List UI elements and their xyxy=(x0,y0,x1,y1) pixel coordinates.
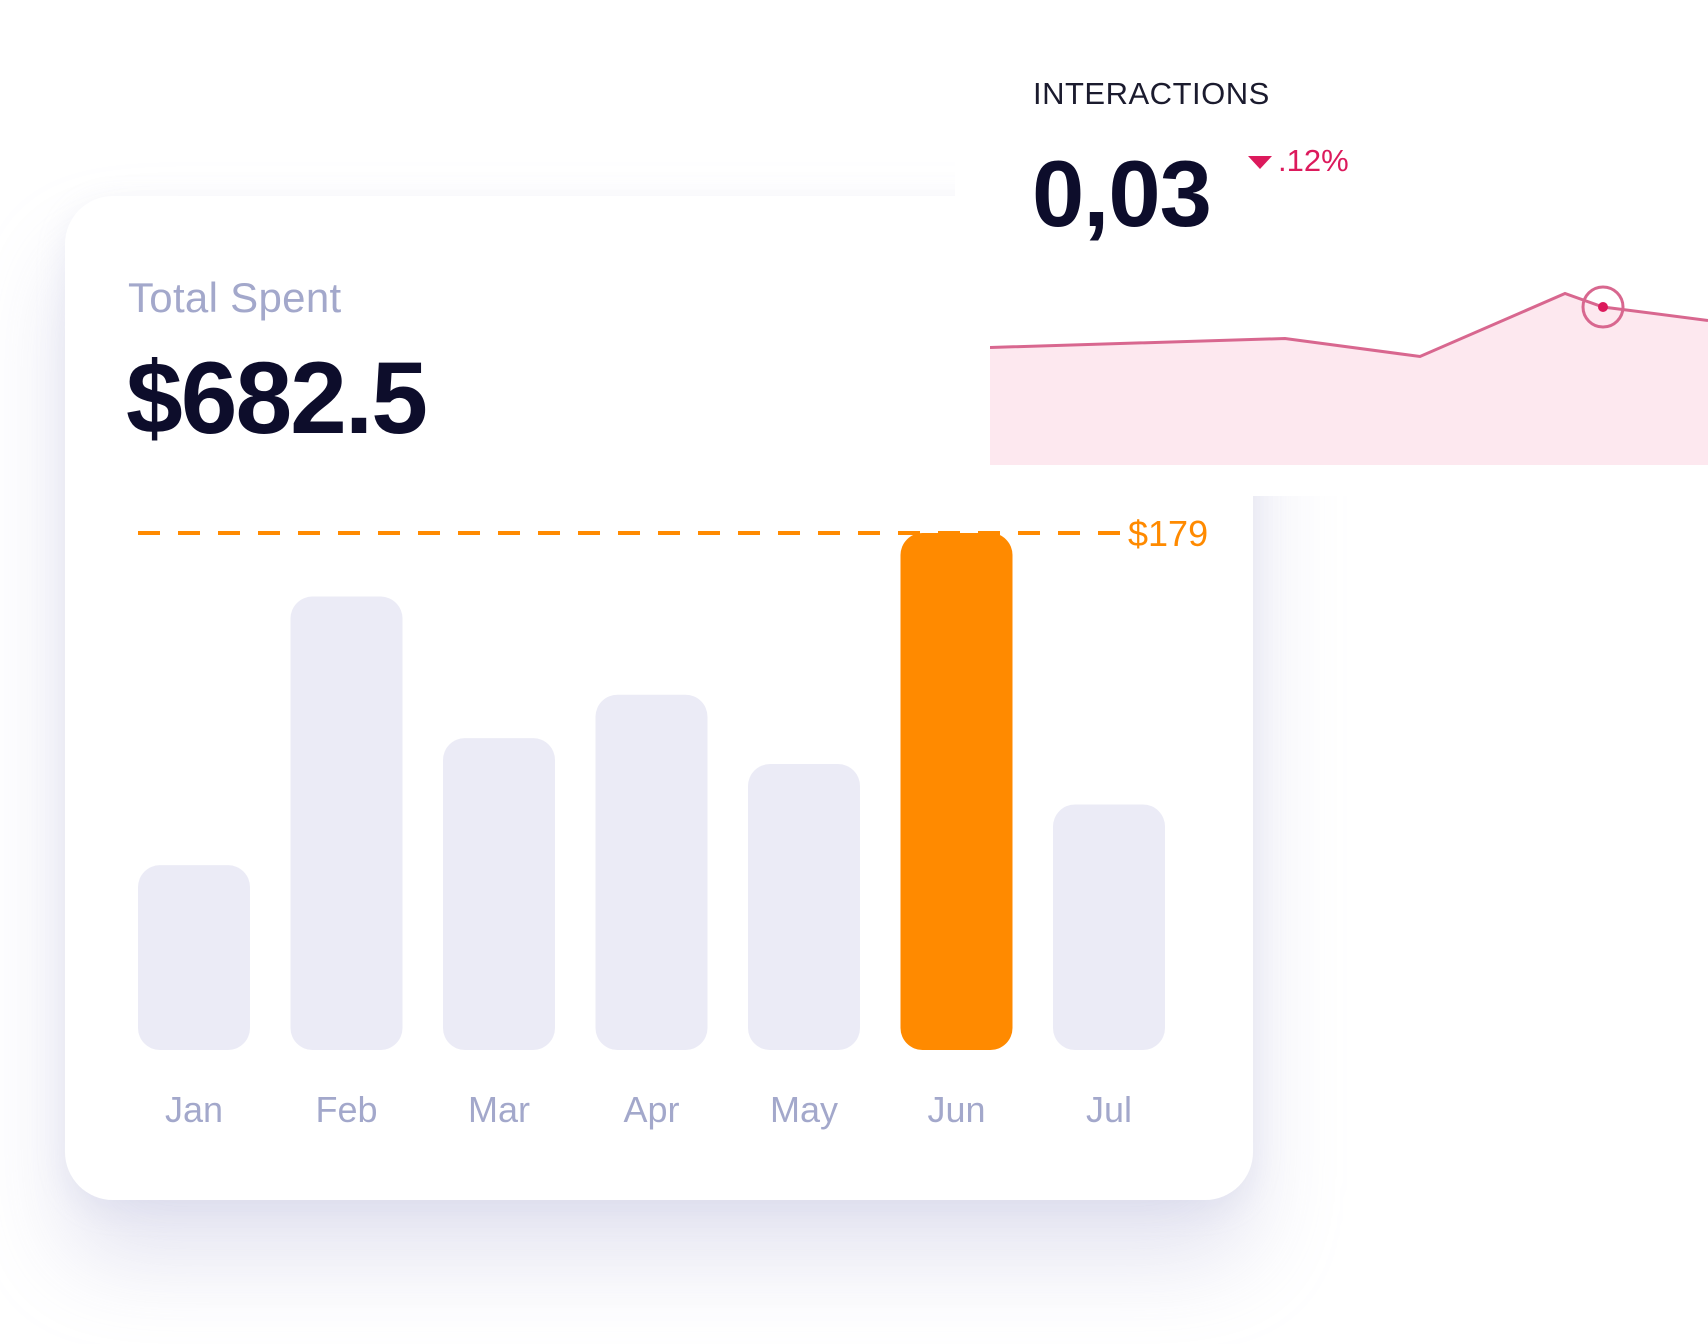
total-spent-label: Total Spent xyxy=(128,274,342,321)
x-tick-jan: Jan xyxy=(165,1089,223,1130)
x-tick-mar: Mar xyxy=(468,1089,530,1130)
x-tick-may: May xyxy=(770,1089,838,1130)
bar-jul[interactable] xyxy=(1053,804,1165,1050)
bar-mar[interactable] xyxy=(443,738,555,1050)
x-tick-feb: Feb xyxy=(315,1089,377,1130)
interactions-value: 0,03 xyxy=(1032,141,1212,246)
total-spent-value: $682.5 xyxy=(126,341,428,455)
interactions-label: INTERACTIONS xyxy=(1033,76,1270,111)
interactions-delta: .12% xyxy=(1278,143,1349,178)
interactions-sparkline xyxy=(990,285,1708,465)
sparkline-marker-ring[interactable] xyxy=(1581,285,1625,329)
delta-down-arrow-icon xyxy=(1248,156,1272,169)
x-tick-jun: Jun xyxy=(927,1089,985,1130)
reference-line-label: $179 xyxy=(1128,513,1208,554)
bar-feb[interactable] xyxy=(290,596,403,1050)
bar-may[interactable] xyxy=(748,764,860,1050)
bar-jun[interactable] xyxy=(900,533,1013,1050)
sparkline-line xyxy=(990,291,1708,359)
monthly-spend-bar-chart: $179 Jan Feb Mar Apr May Jun Jul xyxy=(138,513,1208,1130)
sparkline-marker-dot xyxy=(1598,302,1608,312)
bar-apr[interactable] xyxy=(595,694,708,1050)
x-tick-jul: Jul xyxy=(1086,1089,1132,1130)
sparkline-area xyxy=(990,293,1708,465)
x-tick-apr: Apr xyxy=(623,1089,679,1130)
bar-jan[interactable] xyxy=(138,865,250,1050)
